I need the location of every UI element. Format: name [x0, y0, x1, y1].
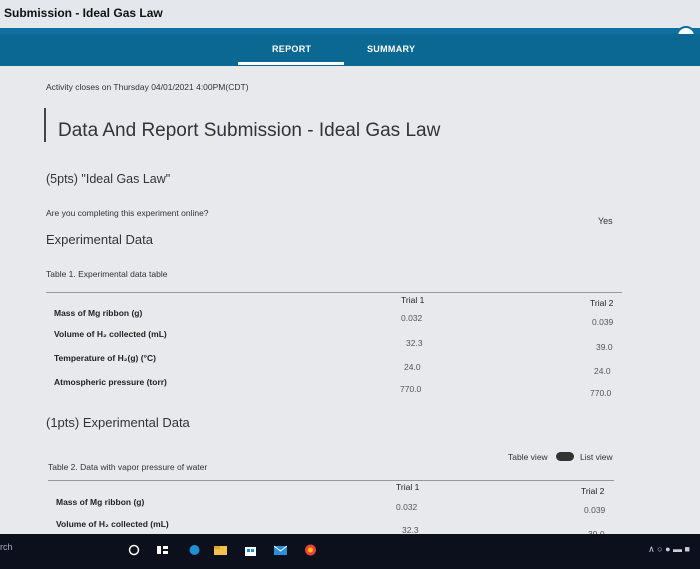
tab-report[interactable]: REPORT — [272, 44, 312, 54]
table2-caption: Table 2. Data with vapor pressure of wat… — [48, 462, 208, 472]
table2-cell: 32.3 — [402, 525, 419, 535]
experimental-data-points-heading: (1pts) Experimental Data — [46, 415, 190, 430]
table2-cell: 0.039 — [584, 505, 606, 515]
table-view-label[interactable]: Table view — [508, 452, 548, 462]
table1-caption: Table 1. Experimental data table — [46, 269, 168, 279]
table1-row-label: Atmospheric pressure (torr) — [54, 377, 167, 387]
os-taskbar: rch ∧ ○ ● ▬ ■ — [0, 534, 700, 569]
list-view-label[interactable]: List view — [580, 452, 613, 462]
page-title: Data And Report Submission - Ideal Gas L… — [58, 120, 441, 141]
table1-header-trial2: Trial 2 — [590, 298, 614, 308]
edge-browser-icon[interactable] — [188, 543, 201, 555]
header-strip — [0, 28, 700, 34]
table2-header-trial2: Trial 2 — [581, 486, 605, 496]
table1-cell: 0.039 — [592, 317, 614, 327]
table1-rule — [46, 292, 622, 293]
title-bar: Submission - Ideal Gas Law — [0, 0, 700, 30]
main-content: Activity closes on Thursday 04/01/2021 4… — [0, 66, 700, 539]
table1-cell: 24.0 — [594, 366, 611, 376]
table1-row-label: Mass of Mg ribbon (g) — [54, 308, 143, 318]
table1-header-trial1: Trial 1 — [401, 295, 425, 305]
tab-summary[interactable]: SUMMARY — [367, 44, 416, 54]
tab-report-underline — [238, 62, 344, 65]
question-text: Are you completing this experiment onlin… — [46, 208, 209, 218]
cortana-icon[interactable] — [128, 543, 141, 556]
table1-cell: 32.3 — [406, 338, 423, 348]
table2-row-label: Volume of H₂ collected (mL) — [56, 519, 169, 529]
table1-cell: 39.0 — [596, 342, 613, 352]
table2-header-trial1: Trial 1 — [396, 482, 420, 492]
mail-icon[interactable] — [273, 543, 288, 555]
task-view-icon[interactable] — [156, 543, 169, 555]
table1-cell: 0.032 — [401, 313, 423, 323]
file-explorer-icon[interactable] — [214, 543, 227, 555]
chrome-icon[interactable] — [304, 543, 317, 556]
table1-row-label: Temperature of H₂(g) (°C) — [54, 353, 156, 363]
table2-row-label: Mass of Mg ribbon (g) — [56, 497, 145, 507]
table1-cell: 770.0 — [400, 384, 422, 394]
question-answer: Yes — [598, 216, 613, 226]
store-icon[interactable] — [244, 543, 257, 556]
app-title: Submission - Ideal Gas Law — [4, 6, 163, 20]
table1-cell: 24.0 — [404, 362, 421, 372]
section-points-heading: (5pts) "Ideal Gas Law" — [46, 172, 171, 186]
heading-accent-bar — [44, 108, 46, 142]
taskbar-search[interactable]: rch — [0, 542, 13, 552]
view-toggle-switch[interactable] — [556, 452, 574, 461]
table2-rule — [48, 480, 614, 481]
experimental-data-heading: Experimental Data — [46, 232, 153, 247]
activity-closes-text: Activity closes on Thursday 04/01/2021 4… — [46, 82, 249, 92]
system-tray-icons[interactable]: ∧ ○ ● ▬ ■ — [648, 544, 690, 554]
table1-cell: 770.0 — [590, 388, 612, 398]
table2-cell: 0.032 — [396, 502, 418, 512]
table1-row-label: Volume of H₂ collected (mL) — [54, 329, 167, 339]
nav-tabs: REPORT SUMMARY — [0, 34, 700, 66]
